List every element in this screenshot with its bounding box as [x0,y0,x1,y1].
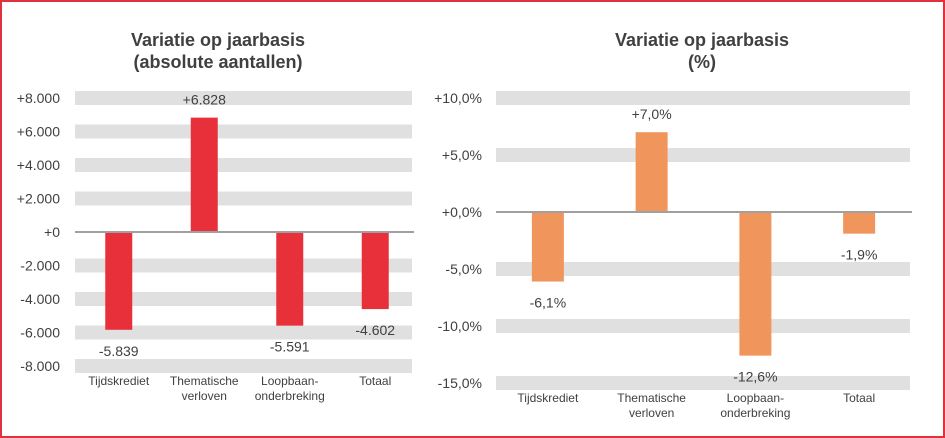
x-category-label: verloven [182,389,227,403]
y-tick-label: -6.000 [20,325,60,341]
gridband [75,191,412,206]
bar [739,212,772,356]
bar [190,117,218,232]
bar [361,232,389,310]
gridband [75,325,412,340]
data-label: -5.839 [99,343,139,359]
bar [276,232,304,326]
bars [496,132,912,356]
gridband [496,376,910,390]
y-axis-ticks: +10,0% +5,0% +0,0% -5,0% -10,0% -15,0% [434,90,482,391]
bar [105,232,133,330]
gridband [496,91,910,105]
x-category-label: onderbreking [720,406,790,420]
gridband [75,158,412,172]
y-tick-label: +4.000 [17,157,60,173]
y-tick-label: -10,0% [438,318,482,334]
data-labels: -6,1% +7,0% -12,6% -1,9% [530,106,878,384]
data-label: +7,0% [632,106,672,122]
y-tick-label: +10,0% [434,90,482,106]
chart-title-line-1: Variatie op jaarbasis [615,30,789,50]
x-category-label: Tijdskrediet [517,391,579,405]
x-category-label: Loopbaan- [727,391,784,405]
y-tick-label: +2.000 [17,191,60,207]
x-category-label: Thematische [170,374,239,388]
data-label: -12,6% [733,369,777,385]
gridband [75,124,412,139]
data-label: -4.602 [355,322,395,338]
gridband [75,359,412,373]
chart-percent: Variatie op jaarbasis (%) +10,0% +5,0% +0,… [434,30,912,420]
x-category-label: verloven [629,406,674,420]
gridband [75,91,412,105]
gridband [496,262,910,276]
data-label: -6,1% [530,295,567,311]
bars [75,117,414,330]
x-category-label: Tijdskrediet [88,374,150,388]
gridband [496,148,910,162]
y-tick-label: +0,0% [442,204,482,220]
gridband [496,319,910,333]
chart-title-line-1: Variatie op jaarbasis [131,30,305,50]
y-tick-label: +6.000 [17,124,60,140]
y-tick-label: -4.000 [20,291,60,307]
chart-title-line-2: (%) [688,52,716,72]
bar [531,212,564,282]
bar [635,132,668,212]
y-tick-label: -15,0% [438,375,482,391]
x-category-label: Totaal [359,374,391,388]
bar [843,212,876,234]
y-tick-label: +0 [44,224,60,240]
y-tick-label: +8.000 [17,90,60,106]
gridbands [496,91,910,390]
gridband [75,292,412,306]
y-axis-ticks: +8.000 +6.000 +4.000 +2.000 +0 -2.000 -4.000 -6… [17,90,60,374]
gridband [75,258,412,273]
x-category-label: Thematische [617,391,686,405]
gridbands [75,91,412,373]
x-category-label: Totaal [843,391,875,405]
y-tick-label: -8.000 [20,358,60,374]
y-tick-label: -5,0% [445,261,482,277]
chart-absolute: Variatie op jaarbasis (absolute aantalle… [17,30,414,403]
y-tick-label: -2.000 [20,258,60,274]
y-tick-label: +5,0% [442,147,482,163]
data-label: -1,9% [841,247,878,263]
data-labels: -5.839 +6.828 -5.591 -4.602 [99,92,395,359]
data-label: +6.828 [183,92,226,108]
data-label: -5.591 [270,339,310,355]
x-category-label: Loopbaan- [261,374,318,388]
x-category-label: onderbreking [255,389,325,403]
chart-title-line-2: (absolute aantallen) [133,52,302,72]
